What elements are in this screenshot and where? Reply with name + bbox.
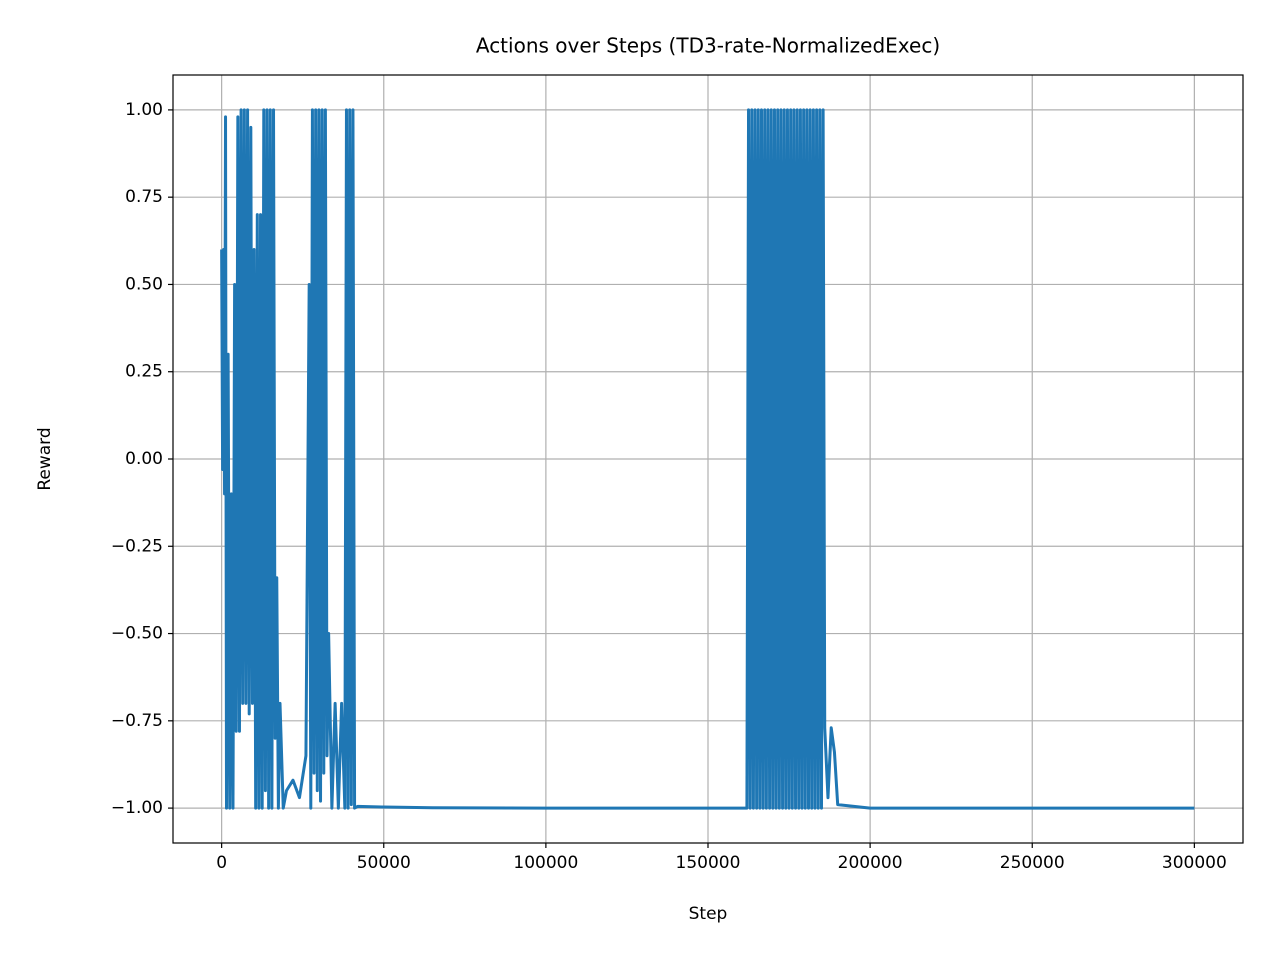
x-tick-label: 0 bbox=[216, 853, 227, 873]
y-axis-label: Reward bbox=[35, 427, 55, 490]
chart-title: Actions over Steps (TD3-rate-NormalizedE… bbox=[476, 34, 940, 58]
x-tick-label: 250000 bbox=[1000, 853, 1065, 873]
y-tick-label: −0.25 bbox=[111, 536, 163, 556]
x-tick-label: 300000 bbox=[1162, 853, 1227, 873]
y-tick-label: 0.50 bbox=[125, 274, 163, 294]
x-tick-label: 200000 bbox=[838, 853, 903, 873]
x-tick-label: 100000 bbox=[513, 853, 578, 873]
y-tick-label: −1.00 bbox=[111, 798, 163, 818]
y-tick-label: 0.00 bbox=[125, 449, 163, 469]
plot-frame bbox=[172, 74, 1244, 844]
x-axis-label: Step bbox=[689, 904, 728, 924]
data-line bbox=[220, 108, 1195, 810]
y-tick-label: 0.25 bbox=[125, 362, 163, 382]
y-tick-label: 0.75 bbox=[125, 187, 163, 207]
y-tick-label: −0.50 bbox=[111, 624, 163, 644]
x-tick-label: 50000 bbox=[357, 853, 411, 873]
y-tick-label: −0.75 bbox=[111, 711, 163, 731]
x-tick-label: 150000 bbox=[676, 853, 741, 873]
y-tick-label: 1.00 bbox=[125, 100, 163, 120]
